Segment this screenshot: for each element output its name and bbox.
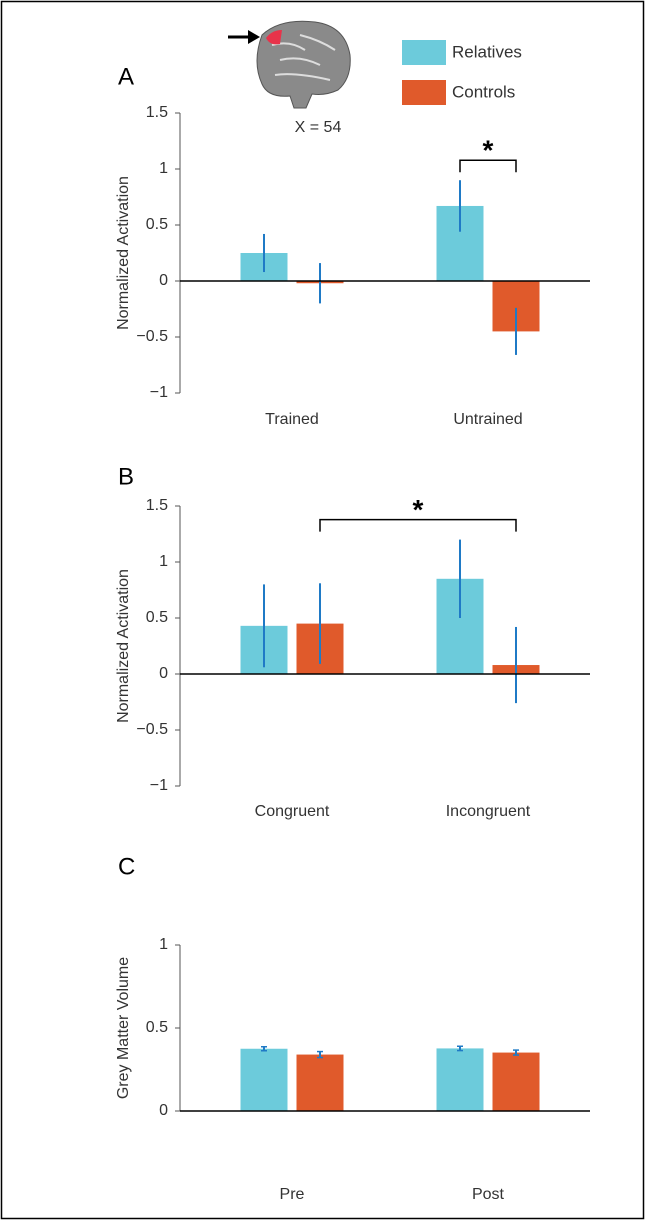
y-tick-label: 1 [159,553,168,570]
y-tick-label: −1 [150,384,168,401]
significance-label: * [483,135,494,166]
panel-label: C [118,853,135,880]
y-tick-label: 0 [159,1102,168,1119]
legend-swatch [402,40,446,65]
x-tick-label: Post [472,1186,505,1203]
legend-label: Relatives [452,42,522,61]
bar [493,1053,540,1111]
y-tick-label: 1 [159,160,168,177]
y-axis-label: Normalized Activation [115,176,132,330]
figure-border [2,2,644,1219]
y-tick-label: −0.5 [136,721,168,738]
y-tick-label: 1 [159,936,168,953]
brain-image [257,21,350,108]
y-tick-label: 1.5 [146,497,168,514]
y-tick-label: 0.5 [146,1019,168,1036]
bar [437,1048,484,1111]
figure: A Normalized Activation X = 54 −1 −0.5 0 0.5 1 1… [0,0,645,1220]
y-tick-label: 0 [159,272,168,289]
significance-label: * [413,494,424,525]
bar [297,1055,344,1111]
y-tick-label: −1 [150,777,168,794]
y-tick-label: 0.5 [146,216,168,233]
bar [241,1049,288,1111]
panel-label: A [118,63,134,90]
y-tick-label: −0.5 [136,328,168,345]
panel-label: B [118,463,134,490]
y-tick-label: 0.5 [146,609,168,626]
y-axis-label: Normalized Activation [115,569,132,723]
legend-swatch [402,80,446,105]
y-tick-label: 1.5 [146,104,168,121]
x-tick-label: Incongruent [446,803,531,820]
arrow [228,30,260,44]
annotation: X = 54 [295,119,342,136]
y-axis-label: Grey Matter Volume [115,957,132,1099]
x-tick-label: Trained [265,411,319,428]
x-tick-label: Pre [280,1186,305,1203]
y-tick-label: 0 [159,665,168,682]
legend-label: Controls [452,82,515,101]
x-tick-label: Congruent [255,803,330,820]
x-tick-label: Untrained [453,411,522,428]
